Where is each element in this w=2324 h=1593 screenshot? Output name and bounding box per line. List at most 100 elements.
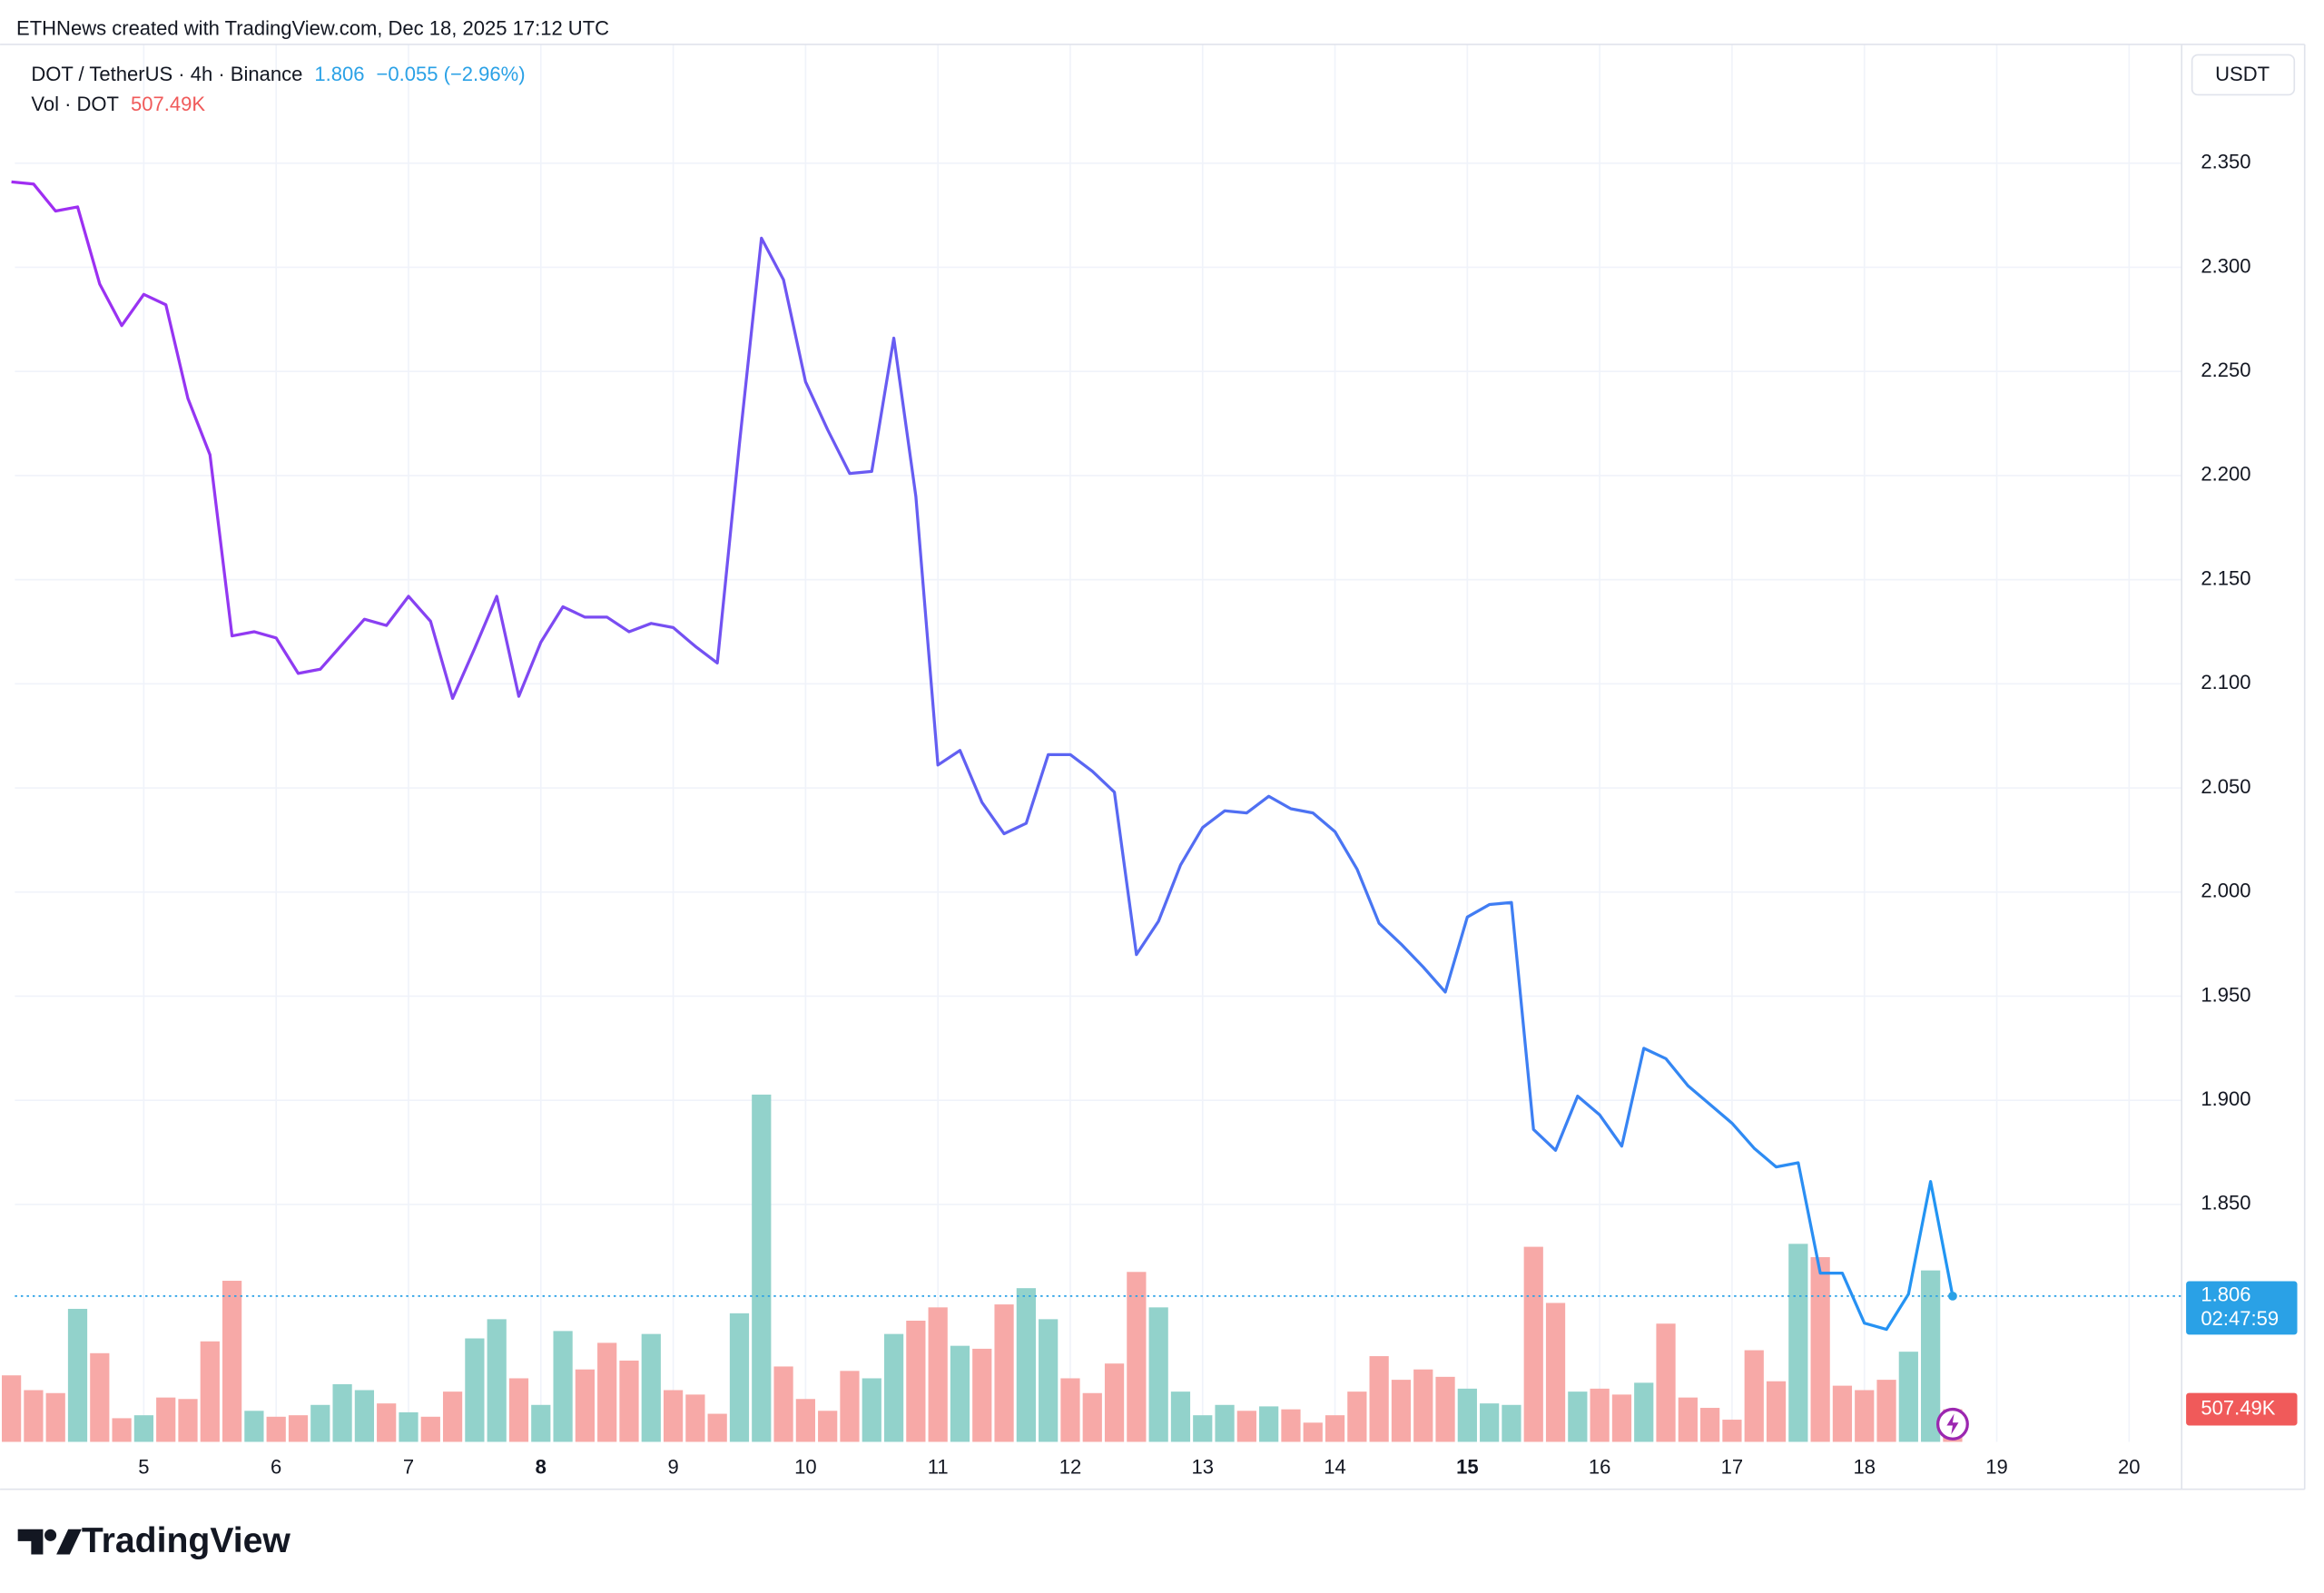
- grid: [15, 44, 2182, 1442]
- volume-bar: [1744, 1350, 1764, 1442]
- volume-bar: [928, 1307, 948, 1442]
- volume-bar: [1193, 1415, 1213, 1442]
- x-tick-label: 9: [667, 1456, 678, 1479]
- volume-bar: [133, 1415, 154, 1442]
- x-tick-label: 15: [1456, 1456, 1479, 1479]
- volume-label-box: [2186, 1392, 2298, 1426]
- legend-symbol: DOT / TetherUS · 4h · Binance 1.806 −0.055…: [31, 63, 525, 85]
- volume-bar: [619, 1360, 639, 1442]
- volume-bar: [818, 1411, 838, 1442]
- volume-bar: [1347, 1391, 1367, 1442]
- volume-bar: [1876, 1380, 1896, 1442]
- volume-bar: [685, 1394, 705, 1442]
- legend-volume-value: 507.49K: [131, 93, 205, 115]
- x-tick-label: 11: [928, 1456, 949, 1479]
- legend-volume: Vol · DOT 507.49K: [31, 93, 205, 115]
- volume-bar: [1369, 1356, 1389, 1442]
- legend-price: 1.806: [314, 63, 364, 85]
- y-tick-label: 2.300: [2201, 254, 2250, 277]
- volume-bar: [1236, 1411, 1256, 1442]
- x-tick-label: 7: [403, 1456, 414, 1479]
- volume-label: 507.49K: [2201, 1396, 2275, 1419]
- volume-bar: [1215, 1404, 1235, 1442]
- volume-bar: [1, 1375, 22, 1442]
- volume-bar: [45, 1392, 65, 1442]
- volume-bar: [90, 1352, 110, 1442]
- logo-mark: [56, 1529, 82, 1555]
- icon-bolt: [1946, 1413, 1959, 1435]
- volume-bar: [663, 1390, 684, 1442]
- volume-bar: [399, 1411, 419, 1442]
- volume-bar: [332, 1383, 352, 1442]
- header: ETHNews created with TradingView.com, De…: [16, 16, 609, 39]
- volume-bar: [1082, 1392, 1102, 1442]
- volume-bar: [597, 1342, 617, 1442]
- volume-bar: [1611, 1394, 1632, 1442]
- volume-bar: [1435, 1376, 1455, 1442]
- volume-bar: [1480, 1403, 1500, 1442]
- currency[interactable]: USDT: [2215, 63, 2270, 85]
- volume-bar: [1898, 1352, 1918, 1442]
- volume-bar: [222, 1281, 242, 1442]
- x-tick-label: 5: [138, 1456, 149, 1479]
- last-point: [1948, 1291, 1957, 1301]
- volume-bar: [1148, 1307, 1168, 1442]
- volume-bar: [244, 1411, 264, 1442]
- volume-bar: [1788, 1244, 1808, 1442]
- y-tick-label: 2.350: [2201, 151, 2250, 173]
- volume-bar: [795, 1399, 815, 1442]
- x-tick-label: 14: [1324, 1456, 1346, 1479]
- volume-bar: [1303, 1422, 1323, 1442]
- price-label: 1.806: [2201, 1283, 2250, 1306]
- y-tick-label: 2.250: [2201, 359, 2250, 381]
- x-tick-label: 17: [1721, 1456, 1743, 1479]
- volume-bar: [1413, 1369, 1433, 1442]
- volume-bar: [1523, 1246, 1543, 1442]
- volume-bar: [1832, 1385, 1853, 1442]
- y-tick-label: 1.850: [2201, 1192, 2250, 1214]
- volume-bar: [420, 1416, 440, 1442]
- x-tick-label: 10: [794, 1456, 817, 1479]
- y-tick-label: 2.000: [2201, 880, 2250, 902]
- x-tick-label: 13: [1192, 1456, 1215, 1479]
- branding: TradingView: [82, 1521, 291, 1560]
- x-tick-label: 20: [2118, 1456, 2140, 1479]
- volume-bar: [641, 1333, 661, 1442]
- volume-bar: [1259, 1406, 1279, 1442]
- volume-bar: [178, 1399, 198, 1442]
- x-tick-label: 6: [271, 1456, 281, 1479]
- x-tick-label: 8: [536, 1456, 547, 1479]
- volume-bar: [1921, 1270, 1941, 1442]
- y-tick-label: 1.950: [2201, 983, 2250, 1006]
- volume-bar: [531, 1404, 551, 1442]
- volume-bar: [1502, 1404, 1521, 1442]
- volume-bar: [1656, 1323, 1676, 1442]
- lightning-icon[interactable]: [1935, 1407, 1969, 1441]
- legend-change: −0.055 (−2.96%): [377, 63, 526, 85]
- y-tick-label: 2.200: [2201, 463, 2250, 486]
- volume-bar: [310, 1404, 330, 1442]
- volume-bar: [1722, 1420, 1742, 1442]
- volume-bar: [377, 1403, 397, 1442]
- volume-bar: [156, 1397, 176, 1442]
- volume-bar: [1568, 1391, 1588, 1442]
- y-tick-label: 2.050: [2201, 775, 2250, 798]
- volume-bar: [1545, 1303, 1566, 1442]
- volume-bar: [840, 1371, 860, 1442]
- logo-mark: [17, 1529, 44, 1555]
- volume-bar: [1678, 1397, 1698, 1442]
- currency-box[interactable]: [2191, 54, 2296, 96]
- volume-bar: [553, 1331, 573, 1442]
- y-tick-label: 2.150: [2201, 566, 2250, 589]
- x-tick-label: 18: [1853, 1456, 1876, 1479]
- volume-bar: [729, 1313, 750, 1442]
- x-tick-label: 19: [1985, 1456, 2007, 1479]
- volume-bar: [1810, 1256, 1830, 1442]
- symbol: DOT / TetherUS · 4h · Binance: [31, 63, 302, 85]
- volume-name: Vol · DOT: [31, 93, 119, 115]
- y-tick-label: 2.100: [2201, 671, 2250, 693]
- volume-bar: [752, 1094, 772, 1442]
- volume-bar: [950, 1345, 970, 1442]
- volume-bar: [354, 1390, 375, 1442]
- volume-bar: [1700, 1408, 1720, 1442]
